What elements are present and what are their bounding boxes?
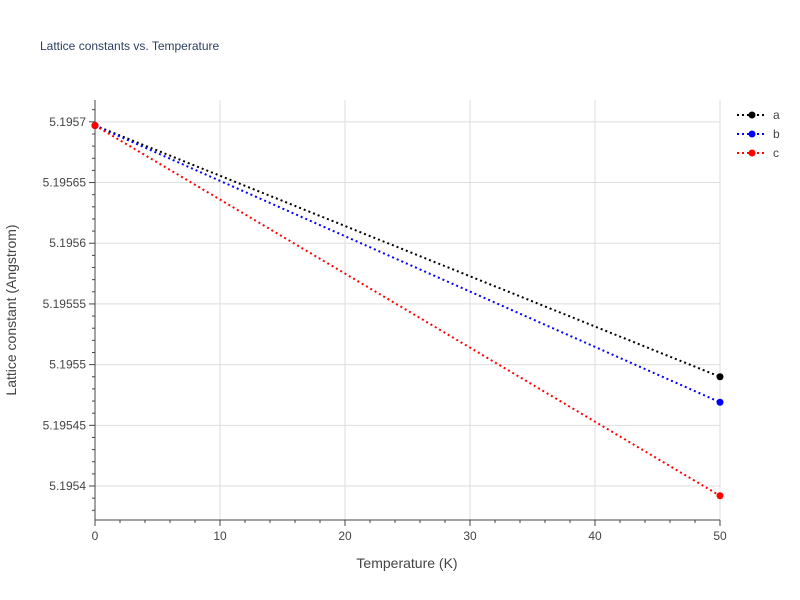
legend-swatch-marker <box>748 149 756 157</box>
y-tick-label: 5.1955 <box>49 358 86 372</box>
legend-label: c <box>773 146 779 160</box>
x-tick-label: 0 <box>92 529 99 543</box>
legend-label: b <box>773 127 780 141</box>
legend-item-a[interactable]: a <box>737 108 780 122</box>
y-gridlines <box>95 121 720 487</box>
series-line-c <box>94 124 721 497</box>
data-point-c <box>91 121 99 129</box>
data-point-b <box>716 398 724 406</box>
series-line-b <box>94 124 721 404</box>
x-axis-title: Temperature (K) <box>356 555 457 571</box>
legend-item-c[interactable]: c <box>737 146 779 160</box>
legend[interactable]: abc <box>737 108 780 160</box>
x-tick-label: 50 <box>713 529 727 543</box>
x-axis-ticks: 0 10 20 30 40 50 <box>92 520 727 543</box>
y-tick-label: 5.1957 <box>49 115 86 129</box>
legend-swatch-marker <box>748 130 756 138</box>
y-tick-label: 5.1954 <box>49 479 86 493</box>
x-tick-label: 30 <box>463 529 477 543</box>
x-tick-label: 20 <box>338 529 352 543</box>
x-gridlines <box>219 100 721 520</box>
y-axis-title: Lattice constant (Angstrom) <box>3 224 19 395</box>
x-tick-label: 10 <box>213 529 227 543</box>
series-lines <box>91 121 724 500</box>
x-tick-label: 40 <box>588 529 602 543</box>
legend-item-b[interactable]: b <box>737 127 780 141</box>
y-tick-label: 5.19555 <box>43 297 87 311</box>
legend-label: a <box>773 108 780 122</box>
legend-swatch-marker <box>748 111 756 119</box>
y-tick-label: 5.19545 <box>43 418 87 432</box>
y-axis-ticks: 5.1954 5.19545 5.1955 5.19555 5.1956 5.19565 5… <box>43 109 95 511</box>
y-tick-label: 5.1956 <box>49 236 86 250</box>
chart-title: Lattice constants vs. Temperature <box>40 39 220 53</box>
data-point-c <box>716 492 724 500</box>
y-tick-label: 5.19565 <box>43 176 87 190</box>
data-point-a <box>716 373 724 381</box>
series-line-a <box>94 124 721 378</box>
